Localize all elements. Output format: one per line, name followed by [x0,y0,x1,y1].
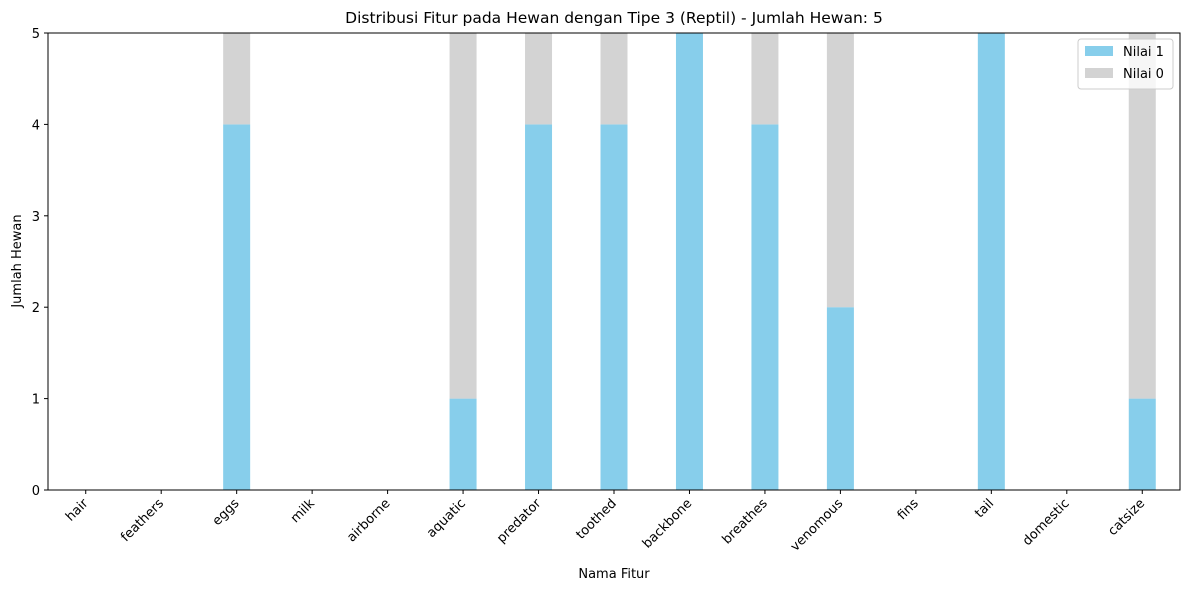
legend-swatch [1085,46,1113,56]
legend-swatch [1085,68,1113,78]
x-tick-label: predator [494,496,545,547]
legend-label: Nilai 0 [1123,67,1164,82]
x-tick-label: feathers [118,496,167,545]
bar-nilai-1-predator [525,124,553,491]
bar-nilai-1-venomous [826,307,854,490]
y-tick-label: 2 [32,301,40,316]
bar-nilai-1-eggs [223,124,251,491]
bar-nilai-0-eggs [223,33,251,125]
bar-nilai-0-catsize [1128,33,1156,399]
x-tick-label: tail [972,496,997,521]
bar-nilai-0-toothed [600,33,628,125]
legend-label: Nilai 1 [1123,45,1164,60]
bar-nilai-0-venomous [826,33,854,308]
x-tick-label: backbone [640,496,695,551]
bar-nilai-1-backbone [675,33,703,490]
y-tick-label: 5 [32,27,40,42]
x-tick-label: venomous [788,496,847,555]
bar-nilai-1-aquatic [449,398,477,490]
bar-nilai-0-predator [525,33,553,125]
x-axis-label: Nama Fitur [578,567,650,582]
x-tick-label: breathes [720,496,771,547]
y-tick-label: 4 [32,118,40,133]
x-tick-label: catsize [1105,496,1148,539]
chart-title: Distribusi Fitur pada Hewan dengan Tipe … [345,9,883,27]
bar-nilai-0-aquatic [449,33,477,399]
legend: Nilai 1 Nilai 0 [1077,38,1174,90]
y-tick-label: 3 [32,210,40,225]
y-tick-label: 1 [32,393,40,408]
bar-nilai-0-breathes [751,33,779,125]
x-tick-label: eggs [210,496,243,529]
x-tick-label: domestic [1020,496,1073,549]
y-tick-label: 0 [32,484,40,499]
x-tick-label: aquatic [424,496,469,541]
x-tick-label: milk [288,496,318,526]
x-tick-label: toothed [573,496,619,542]
y-axis-label: Jumlah Hewan [10,214,25,308]
bars-layer [223,33,1156,491]
x-tick-label: hair [63,496,92,525]
bar-nilai-1-toothed [600,124,628,491]
x-tick-label: airborne [344,496,393,545]
bar-nilai-1-breathes [751,124,779,491]
x-tick-label: fins [895,496,922,523]
bar-nilai-1-tail [977,33,1005,490]
bar-nilai-1-catsize [1128,398,1156,490]
